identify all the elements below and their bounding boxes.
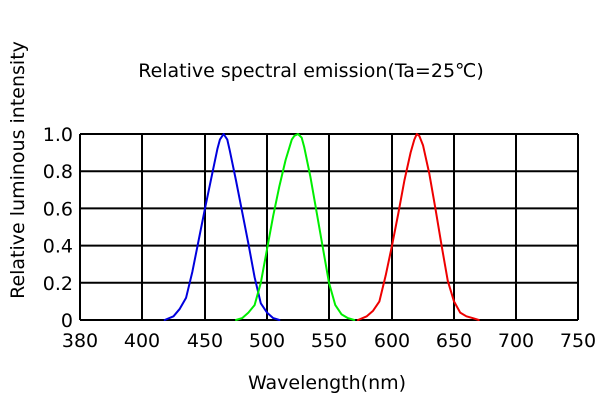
tick-labels: 380 400 450 500 550 600 650 700 750 0 0.2 0.4 0.6 0.8…	[43, 124, 596, 352]
x-tick-label: 650	[436, 330, 472, 352]
chart-title: Relative spectral emission(Ta=25℃)	[138, 60, 484, 82]
x-tick-label: 700	[498, 330, 534, 352]
y-axis-label: Relative luminous intensity	[7, 41, 29, 299]
y-tick-label: 0	[61, 310, 73, 332]
x-tick-label: 500	[249, 330, 285, 352]
y-tick-label: 0.6	[43, 198, 73, 220]
x-tick-label: 400	[124, 330, 160, 352]
y-tick-label: 0.8	[43, 161, 73, 183]
x-tick-label: 450	[187, 330, 223, 352]
blue-emission-curve	[163, 133, 281, 321]
red-emission-curve	[357, 133, 480, 321]
y-tick-label: 1.0	[43, 124, 73, 146]
x-axis-label: Wavelength(nm)	[248, 372, 406, 394]
y-tick-label: 0.4	[43, 236, 73, 258]
x-tick-label: 750	[560, 330, 596, 352]
x-tick-label: 550	[311, 330, 347, 352]
green-emission-curve	[235, 133, 356, 321]
series-lines	[163, 133, 480, 321]
grid	[79, 133, 579, 321]
y-tick-label: 0.2	[43, 273, 73, 295]
x-tick-label: 600	[374, 330, 410, 352]
x-tick-label: 380	[62, 330, 98, 352]
